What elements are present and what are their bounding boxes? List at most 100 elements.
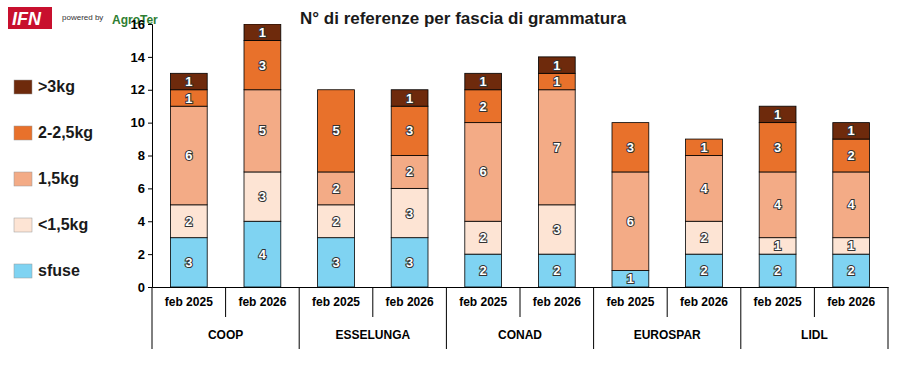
bar-segment — [391, 156, 428, 189]
bar-segment — [686, 254, 723, 287]
x-separators — [152, 287, 888, 349]
data-label: 2 — [700, 230, 707, 245]
legend-swatch — [14, 80, 32, 94]
bar-segment — [170, 90, 207, 106]
y-tick: 16 — [131, 17, 152, 32]
data-labels: 3433221222232323211652267644413532131321… — [185, 25, 855, 287]
bar-segment — [244, 172, 281, 221]
separator — [667, 287, 668, 317]
y-axis-line — [148, 25, 153, 288]
y-tick: 6 — [138, 181, 152, 196]
legend-swatch — [14, 264, 32, 278]
bar-segment — [686, 221, 723, 254]
y-tick: 8 — [138, 148, 152, 163]
y-axis: 0246810121416 — [131, 17, 153, 295]
y-tick-label: 16 — [131, 17, 145, 32]
x-tick: feb 2026 — [680, 287, 728, 309]
bar-segment — [833, 238, 870, 254]
x-tick-label: feb 2026 — [386, 295, 434, 309]
separator — [299, 287, 300, 349]
bar-segment — [538, 73, 575, 89]
chart: IFNpowered byAgroTerN° di referenze per … — [0, 0, 900, 377]
y-tick-mark — [148, 221, 152, 222]
x-tick-label: feb 2025 — [754, 295, 802, 309]
bar-segment — [759, 254, 796, 287]
data-label: 3 — [774, 140, 781, 155]
bar-segment — [538, 205, 575, 254]
data-label: 1 — [774, 107, 781, 122]
data-label: 2 — [848, 148, 855, 163]
data-label: 1 — [848, 123, 855, 138]
bar-segment — [391, 238, 428, 287]
data-label: 1 — [848, 238, 855, 253]
data-label: 1 — [480, 74, 487, 89]
y-tick-label: 4 — [138, 214, 146, 229]
bar-segment — [612, 123, 649, 172]
bar-segment — [759, 123, 796, 172]
y-tick: 2 — [138, 247, 152, 262]
data-label: 2 — [553, 263, 560, 278]
x-tick: feb 2026 — [533, 287, 581, 309]
y-tick-mark — [148, 287, 152, 288]
data-label: 2 — [848, 263, 855, 278]
data-label: 1 — [700, 140, 707, 155]
y-tick-mark — [148, 57, 152, 58]
data-label: 1 — [553, 74, 560, 89]
bar-segment — [612, 271, 649, 287]
y-tick-mark — [148, 90, 152, 91]
data-label: 1 — [259, 25, 266, 40]
y-tick-label: 10 — [131, 115, 145, 130]
bar-segment — [391, 188, 428, 237]
x-tick: feb 2026 — [827, 287, 875, 309]
data-label: 1 — [627, 271, 634, 286]
group-label: LIDL — [801, 328, 828, 342]
legend-swatch — [14, 218, 32, 232]
y-tick-label: 12 — [131, 82, 145, 97]
data-label: 2 — [480, 263, 487, 278]
data-label: 1 — [185, 74, 192, 89]
x-tick: feb 2026 — [386, 287, 434, 309]
x-tick: feb 2025 — [606, 287, 654, 309]
data-label: 3 — [406, 206, 413, 221]
legend-swatch — [14, 126, 32, 140]
bars — [170, 24, 869, 287]
data-label: 2 — [480, 99, 487, 114]
data-label: 3 — [185, 255, 192, 270]
y-tick-label: 8 — [138, 148, 145, 163]
y-tick-label: 6 — [138, 181, 145, 196]
legend-label: 1,5kg — [38, 170, 79, 187]
x-tick: feb 2025 — [312, 287, 360, 309]
bar-segment — [538, 90, 575, 205]
data-label: 2 — [480, 230, 487, 245]
y-tick: 0 — [138, 280, 152, 295]
bar-segment — [759, 106, 796, 122]
data-label: 2 — [700, 263, 707, 278]
bar-segment — [318, 205, 355, 238]
legend-swatch — [14, 172, 32, 186]
x-tick: feb 2025 — [754, 287, 802, 309]
data-label: 4 — [259, 247, 267, 262]
bar-segment — [612, 172, 649, 271]
bar-segment — [759, 238, 796, 254]
bar-segment — [465, 90, 502, 123]
bar-segment — [170, 205, 207, 238]
y-tick-label: 0 — [138, 280, 145, 295]
legend: sfuse<1,5kg1,5kg2-2,5kg>3kg — [14, 78, 93, 279]
bar-segment — [686, 156, 723, 222]
data-label: 2 — [185, 214, 192, 229]
data-label: 4 — [848, 197, 856, 212]
legend-label: sfuse — [38, 262, 80, 279]
data-label: 3 — [406, 123, 413, 138]
data-label: 1 — [406, 91, 413, 106]
data-label: 2 — [774, 263, 781, 278]
bar-segment — [833, 139, 870, 172]
x-tick-label: feb 2025 — [459, 295, 507, 309]
logo-bg — [8, 7, 52, 29]
x-tick: feb 2026 — [238, 287, 286, 309]
x-tick-label: feb 2026 — [533, 295, 581, 309]
y-tick-label: 2 — [138, 247, 145, 262]
data-label: 6 — [627, 214, 634, 229]
x-tick-label: feb 2025 — [312, 295, 360, 309]
data-label: 1 — [553, 58, 560, 73]
separator — [814, 287, 815, 317]
